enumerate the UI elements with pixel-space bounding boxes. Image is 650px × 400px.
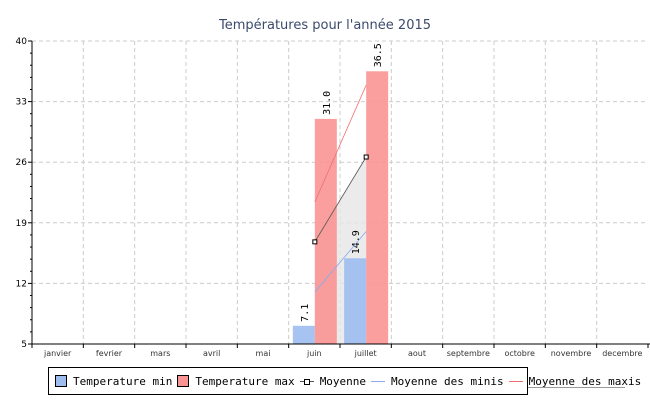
legend-item-min: Temperature min (55, 375, 172, 388)
legend-swatch-min (55, 375, 67, 387)
legend-label: Temperature min (73, 374, 173, 388)
bar-max (366, 71, 389, 345)
x-tick-label: septembre (447, 349, 490, 358)
y-tick-label: 40 (16, 37, 28, 47)
x-tick-label: mai (256, 349, 271, 358)
legend-item-moyenne-maxis: Moyenne des maxis (508, 374, 642, 388)
data-label: 7.1 (300, 304, 311, 322)
line-4 (314, 84, 367, 203)
x-tick-label: fevrier (96, 349, 123, 358)
data-label: 36.5 (373, 43, 384, 67)
x-tick-label: juillet (354, 349, 377, 358)
data-label: 31.0 (322, 91, 333, 115)
x-tick-label: juin (306, 349, 322, 358)
legend-label: Moyenne des maxis (528, 374, 642, 388)
legend-line-minis (371, 380, 386, 382)
legend: Temperature min Temperature max Moyenne … (48, 367, 641, 395)
legend-swatch-max (177, 375, 190, 387)
y-tick-label: 33 (16, 98, 27, 108)
moyenne-point (363, 154, 369, 160)
chart-title: Températures pour l'année 2015 (218, 18, 431, 33)
legend-item-moyenne: Moyenne (299, 374, 367, 388)
legend-label: Moyenne des minis (391, 374, 504, 388)
legend-label: Temperature max (195, 374, 295, 388)
legend-label: Moyenne (319, 374, 367, 388)
x-tick-label: janvier (43, 349, 72, 358)
legend-line-maxis (508, 380, 523, 382)
legend-line-moyenne (299, 378, 314, 385)
line-3 (314, 231, 367, 293)
bar-max (314, 118, 337, 345)
x-tick-label: decembre (602, 349, 642, 358)
bar-min (292, 325, 315, 344)
bar-min (344, 258, 367, 344)
x-tick-label: mars (150, 349, 170, 358)
x-tick-label: aout (408, 349, 426, 358)
legend-stub-line (528, 387, 625, 388)
y-tick-label: 12 (16, 279, 27, 289)
legend-item-max: Temperature max (177, 374, 295, 388)
legend-item-moyenne-minis: Moyenne des minis (371, 375, 504, 388)
y-tick-label: 19 (16, 219, 28, 229)
line-2 (314, 156, 367, 243)
y-tick-label: 5 (21, 340, 27, 350)
y-tick-label: 26 (16, 158, 28, 168)
x-tick-label: novembre (551, 349, 592, 358)
moyenne-point (312, 239, 318, 245)
x-tick-label: octobre (504, 349, 535, 358)
x-tick-label: avril (203, 349, 220, 358)
